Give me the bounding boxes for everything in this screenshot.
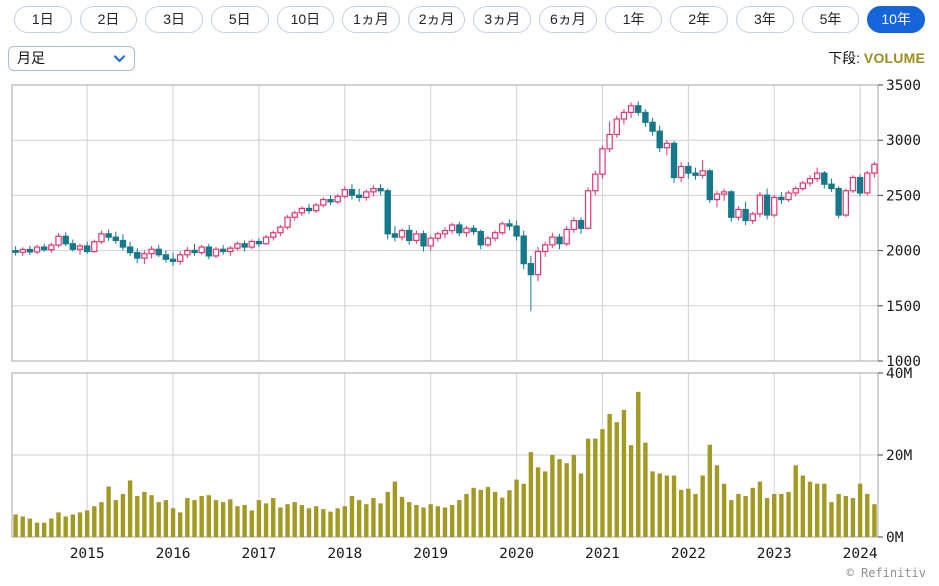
svg-text:2020: 2020 (499, 546, 534, 562)
svg-text:2015: 2015 (70, 546, 105, 562)
svg-text:2023: 2023 (757, 546, 792, 562)
range-button-2日[interactable]: 2日 (79, 6, 138, 33)
range-button-3日[interactable]: 3日 (145, 6, 203, 33)
lower-pane-indicator: 下段: VOLUME (828, 48, 925, 68)
svg-text:2021: 2021 (585, 546, 620, 562)
range-button-5日[interactable]: 5日 (210, 6, 269, 33)
range-button-row: 1日 2日 3日 5日 10日 1ヵ月 2ヵ月 3ヵ月 6ヵ月 1年 2年 3年 5年 10年 (14, 6, 925, 33)
svg-text:1000: 1000 (886, 354, 921, 370)
svg-text:3500: 3500 (886, 78, 921, 94)
svg-text:2024: 2024 (843, 546, 878, 562)
attribution-text: © Refinitiv (846, 566, 926, 580)
svg-text:2017: 2017 (241, 546, 276, 562)
chart-options-row: 月足 下段: VOLUME (8, 45, 925, 71)
svg-text:2022: 2022 (671, 546, 706, 562)
svg-text:2019: 2019 (413, 546, 448, 562)
svg-text:40M: 40M (886, 366, 912, 382)
range-button-1年[interactable]: 1年 (604, 6, 663, 33)
range-button-3ヵ月[interactable]: 3ヵ月 (473, 6, 532, 33)
range-button-10年[interactable]: 10年 (867, 6, 925, 33)
range-button-3年[interactable]: 3年 (736, 6, 794, 33)
svg-text:2018: 2018 (327, 546, 362, 562)
range-button-2年[interactable]: 2年 (670, 6, 729, 33)
svg-text:2000: 2000 (886, 244, 921, 260)
svg-text:2016: 2016 (156, 546, 191, 562)
range-button-6ヵ月[interactable]: 6ヵ月 (539, 6, 597, 33)
svg-text:0M: 0M (886, 530, 904, 546)
chevron-down-icon (112, 51, 127, 66)
range-button-10日[interactable]: 10日 (276, 6, 335, 33)
svg-text:1500: 1500 (886, 299, 921, 315)
svg-text:3000: 3000 (886, 133, 921, 149)
interval-select[interactable]: 月足 (8, 45, 135, 71)
range-button-1ヵ月[interactable]: 1ヵ月 (342, 6, 400, 33)
range-button-2ヵ月[interactable]: 2ヵ月 (407, 6, 466, 33)
lower-pane-label: 下段: (828, 50, 861, 66)
interval-select-value: 月足 (17, 50, 45, 66)
range-button-5年[interactable]: 5年 (801, 6, 860, 33)
svg-text:2500: 2500 (886, 188, 921, 204)
lower-pane-value[interactable]: VOLUME (863, 50, 925, 66)
svg-text:20M: 20M (886, 448, 912, 464)
range-button-1日[interactable]: 1日 (14, 6, 72, 33)
